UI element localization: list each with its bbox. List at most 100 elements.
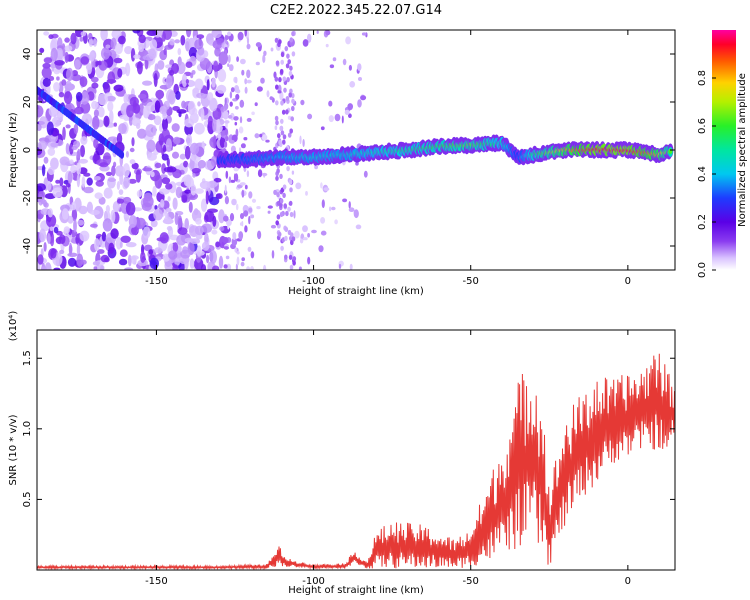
- noise-blob: [79, 36, 84, 42]
- noise-blob: [77, 219, 85, 226]
- noise-blob: [138, 103, 145, 116]
- noise-blob: [190, 238, 201, 245]
- colorbar-tick-label: 0.2: [697, 214, 708, 230]
- noise-blob: [90, 223, 98, 228]
- noise-blob: [107, 178, 117, 182]
- colorbar-ticks: 0.0 0.2 0.4 0.6 0.8: [697, 70, 716, 278]
- noise-blob: [149, 257, 159, 269]
- noise-blob: [188, 47, 198, 59]
- noise-blob: [165, 207, 172, 213]
- noise-blob: [162, 117, 168, 131]
- noise-blob: [100, 30, 108, 41]
- noise-blob: [78, 158, 89, 164]
- noise-blob: [235, 203, 239, 211]
- noise-blob: [77, 148, 81, 159]
- noise-blob: [289, 211, 294, 218]
- noise-blob: [150, 171, 155, 178]
- noise-blob: [216, 118, 221, 133]
- noise-blob: [180, 249, 191, 259]
- noise-blob: [280, 130, 285, 136]
- noise-blob: [280, 100, 284, 106]
- noise-blob: [116, 181, 120, 190]
- noise-blob: [48, 76, 55, 81]
- noise-blob: [171, 63, 180, 74]
- noise-blob: [207, 208, 218, 213]
- noise-blob: [128, 178, 137, 184]
- noise-blob: [76, 253, 84, 267]
- noise-blob: [93, 109, 99, 118]
- noise-blob: [287, 206, 291, 212]
- noise-blob: [65, 80, 72, 92]
- snr-series-line: [37, 353, 675, 570]
- noise-blob: [103, 115, 110, 128]
- spectrogram-x-ticks: -150 -100 -50 0: [145, 30, 631, 287]
- noise-blob: [174, 39, 180, 44]
- noise-blob: [126, 105, 134, 118]
- noise-blob: [292, 260, 296, 266]
- noise-blob: [183, 160, 189, 168]
- noise-blob: [196, 245, 202, 257]
- noise-blob: [209, 97, 218, 112]
- noise-blob: [75, 30, 84, 38]
- y-tick-label: 40: [22, 48, 33, 61]
- noise-blob: [263, 264, 267, 270]
- noise-blob: [190, 72, 194, 79]
- noise-blob: [237, 31, 244, 41]
- noise-blob: [191, 167, 201, 174]
- noise-blob: [168, 250, 178, 260]
- noise-blob: [227, 31, 232, 37]
- noise-blob: [113, 122, 118, 127]
- noise-blob: [156, 237, 167, 242]
- noise-blob: [307, 113, 313, 120]
- noise-blob: [321, 199, 325, 209]
- noise-blob: [239, 222, 243, 226]
- noise-blob: [132, 30, 141, 34]
- noise-blob: [37, 183, 46, 192]
- noise-blob: [116, 132, 123, 145]
- noise-blob: [131, 117, 141, 127]
- noise-blob: [147, 114, 156, 121]
- noise-blob: [280, 245, 284, 251]
- noise-blob: [347, 103, 354, 111]
- noise-blob: [223, 246, 229, 250]
- noise-blob: [137, 128, 147, 139]
- noise-blob: [74, 59, 81, 70]
- noise-blob: [288, 70, 293, 77]
- noise-blob: [56, 47, 64, 60]
- noise-blob: [142, 167, 153, 172]
- noise-blob: [349, 263, 353, 270]
- noise-blob: [131, 137, 135, 147]
- noise-blob: [276, 214, 281, 220]
- noise-blob: [279, 91, 284, 101]
- noise-blob: [277, 90, 282, 94]
- noise-blob: [174, 257, 181, 266]
- noise-blob: [262, 54, 266, 63]
- noise-blob: [231, 237, 238, 246]
- noise-blob: [289, 88, 293, 94]
- noise-blob: [117, 68, 123, 78]
- noise-blob: [194, 78, 204, 91]
- noise-blob: [56, 76, 60, 81]
- noise-blob: [80, 56, 89, 65]
- noise-blob: [224, 47, 228, 51]
- noise-blob: [218, 255, 224, 269]
- noise-blob: [153, 73, 158, 87]
- noise-blob: [287, 132, 292, 138]
- noise-blob: [162, 77, 167, 84]
- noise-blob: [58, 92, 65, 98]
- noise-blob: [206, 254, 210, 264]
- noise-blob: [246, 79, 252, 84]
- noise-blob: [37, 140, 48, 151]
- noise-blob: [295, 182, 302, 190]
- noise-blob: [255, 61, 260, 66]
- noise-blob: [119, 249, 128, 257]
- noise-blob: [50, 157, 59, 170]
- noise-blob: [298, 266, 302, 270]
- noise-blob: [130, 255, 139, 260]
- noise-blob: [99, 162, 109, 168]
- noise-blob: [146, 139, 156, 153]
- ridge-mid: [119, 150, 125, 159]
- noise-blob: [305, 191, 308, 196]
- noise-blob: [289, 264, 294, 270]
- noise-blob: [244, 30, 247, 37]
